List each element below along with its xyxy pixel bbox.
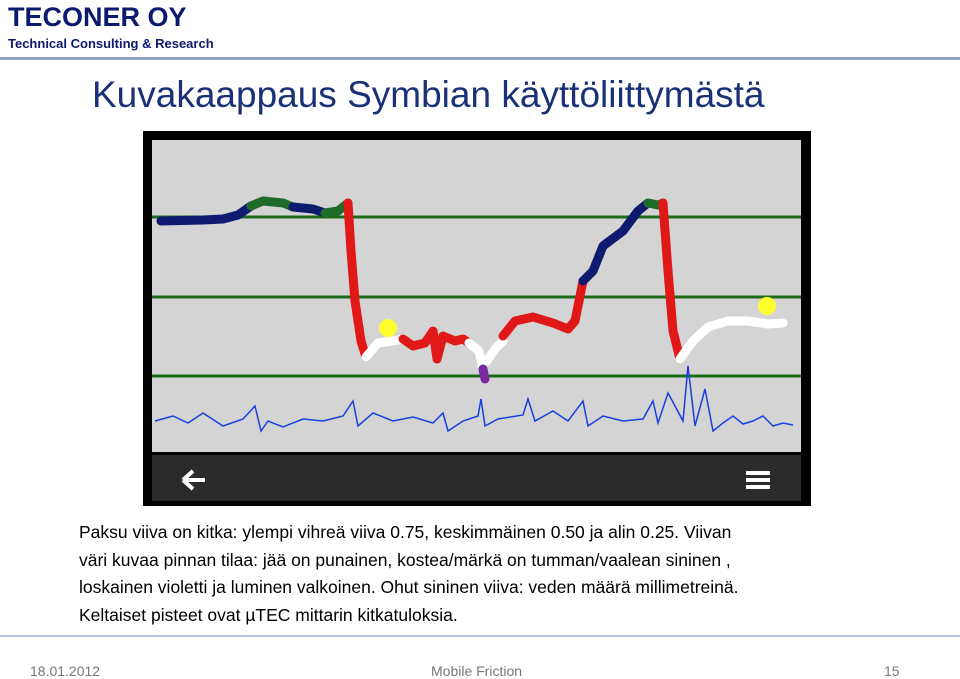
back-icon (181, 469, 205, 491)
friction-segment (482, 336, 508, 366)
footer-date: 18.01.2012 (30, 663, 101, 679)
friction-line (156, 196, 788, 384)
friction-segment (156, 201, 256, 226)
footer-page: 15 (884, 663, 900, 679)
friction-segment (478, 364, 490, 384)
screenshot (143, 131, 811, 506)
slide-title: Kuvakaappaus Symbian käyttöliittymästä (92, 74, 765, 115)
body-text: Paksu viiva on kitka: ylempi vihreä viiv… (79, 519, 739, 629)
water-line (154, 365, 794, 433)
friction-segment (464, 338, 488, 374)
footer-rule (0, 635, 960, 637)
utec-point (758, 297, 776, 315)
utec-points (379, 297, 776, 337)
friction-segment (498, 276, 588, 341)
friction-segment (361, 334, 408, 362)
body-line: väri kuvaa pinnan tilaa: jää on punainen… (79, 549, 731, 570)
body-line: loskainen violetti ja luminen valkoinen.… (79, 577, 739, 597)
friction-segment (398, 326, 474, 364)
friction-segment (343, 198, 371, 362)
body-line: Paksu viiva on kitka: ylempi vihreä viiv… (79, 522, 732, 542)
company: TECONER OY (8, 2, 187, 32)
utec-point (379, 319, 397, 337)
nav-bar (152, 455, 801, 501)
menu-icon (746, 471, 770, 489)
friction-levels (152, 215, 801, 378)
friction-segment (675, 316, 788, 364)
company-subtitle: Technical Consulting & Research (8, 36, 214, 51)
body-line: Keltaiset pisteet ovat µTEC mittarin kit… (79, 604, 458, 625)
friction-segment (246, 196, 298, 212)
footer-center: Mobile Friction (431, 663, 523, 679)
friction-segment (658, 198, 685, 364)
header-rule (0, 57, 960, 60)
friction-segment (578, 198, 653, 286)
